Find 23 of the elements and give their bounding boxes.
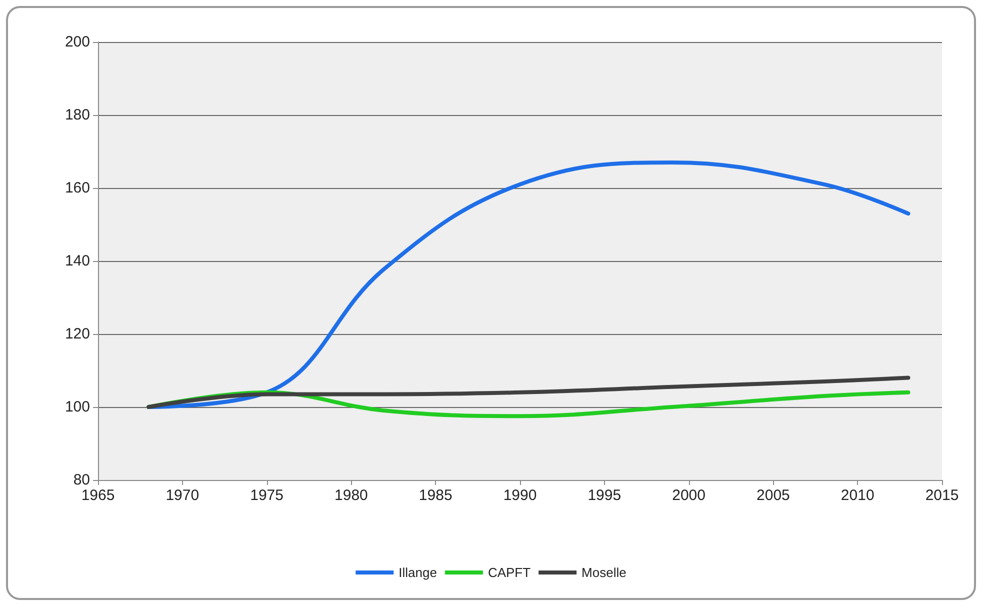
x-tick-label: 1980 bbox=[334, 487, 368, 504]
y-tick-label: 100 bbox=[64, 398, 90, 416]
line-series bbox=[146, 160, 910, 409]
y-tick-label: 180 bbox=[64, 106, 90, 124]
y-tick-label: 140 bbox=[64, 252, 90, 270]
legend-label: Illange bbox=[398, 565, 437, 580]
x-tick-label: 1995 bbox=[588, 487, 622, 504]
x-tick-label: 2010 bbox=[840, 487, 874, 504]
line-series bbox=[146, 376, 910, 409]
y-tick-label: 80 bbox=[73, 472, 90, 488]
y-tick-label: 120 bbox=[64, 326, 90, 342]
x-tick-label: 1970 bbox=[166, 487, 200, 504]
x-tick-label: 2015 bbox=[925, 487, 959, 504]
x-tick-label: 2000 bbox=[672, 487, 706, 504]
legend-label: Moselle bbox=[582, 565, 626, 580]
x-tick-label: 1985 bbox=[418, 487, 452, 504]
x-tick-label: 1975 bbox=[250, 487, 284, 504]
y-tick-label: 200 bbox=[64, 34, 90, 50]
y-tick-label: 160 bbox=[64, 180, 90, 196]
x-tick-label: 1965 bbox=[81, 487, 115, 504]
x-tick-label: 1990 bbox=[503, 487, 537, 504]
legend-label: CAPFT bbox=[488, 565, 531, 580]
x-tick-label: 2005 bbox=[756, 487, 790, 504]
